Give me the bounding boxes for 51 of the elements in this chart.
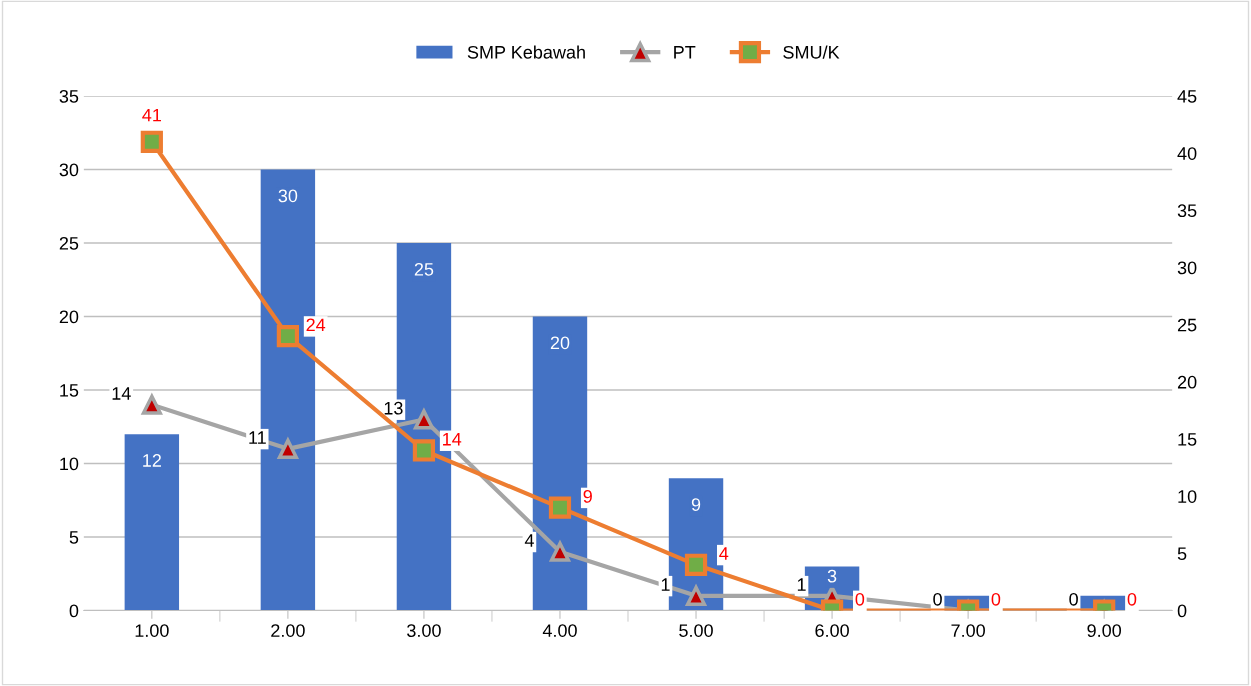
y-tick-label: 0 — [69, 604, 79, 618]
x-tick-label: 5.00 — [679, 624, 713, 637]
x-tick-label: 2.00 — [271, 624, 305, 637]
data-label: 4 — [719, 547, 729, 560]
y2-tick-label: 0 — [1177, 604, 1187, 618]
data-label: 13 — [384, 401, 403, 415]
y-tick-label: 20 — [59, 310, 79, 324]
x-tick-label: 4.00 — [542, 624, 577, 637]
y2-tick-label: 10 — [1178, 490, 1197, 503]
x-tick-label: 9.00 — [1087, 624, 1122, 637]
data-label: 0 — [933, 592, 942, 606]
data-label: 1 — [661, 578, 670, 591]
data-label: 12 — [143, 454, 161, 467]
data-label: 0 — [1069, 592, 1078, 606]
y2-tick-label: 5 — [1177, 547, 1187, 561]
data-label: 0 — [991, 592, 1001, 606]
data-label: 3 — [827, 569, 837, 583]
data-label: 4 — [524, 534, 534, 547]
y-tick-label: 30 — [59, 163, 79, 177]
y2-tick-label: 15 — [1178, 433, 1197, 446]
data-label: 41 — [142, 108, 161, 122]
data-label: 0 — [1127, 592, 1137, 606]
y-tick-label: 5 — [69, 531, 79, 544]
data-label: 30 — [278, 189, 298, 203]
data-label: 24 — [306, 318, 326, 332]
data-label: 0 — [855, 592, 865, 606]
legend-label: PT — [674, 46, 696, 59]
x-tick-label: 1.00 — [135, 624, 169, 637]
y2-tick-label: 35 — [1177, 204, 1197, 218]
data-label: 1 — [797, 578, 806, 591]
data-label: 14 — [112, 387, 131, 400]
x-tick-label: 7.00 — [951, 624, 985, 637]
data-label: 11 — [249, 431, 266, 444]
x-tick-label: 3.00 — [407, 624, 441, 637]
y-tick-label: 10 — [60, 457, 79, 471]
y2-tick-label: 25 — [1177, 318, 1197, 332]
data-label: 9 — [583, 489, 592, 503]
data-label: 9 — [691, 498, 701, 511]
y-tick-label: 15 — [60, 384, 79, 397]
legend-label: SMP Kebawah — [467, 45, 585, 59]
y2-tick-label: 20 — [1177, 375, 1197, 389]
y2-tick-label: 45 — [1177, 90, 1197, 103]
y-tick-label: 35 — [59, 89, 79, 103]
x-tick-label: 6.00 — [815, 624, 849, 637]
y-tick-label: 25 — [59, 236, 79, 250]
data-label: 25 — [414, 262, 434, 276]
data-label: 20 — [550, 336, 570, 350]
y2-tick-label: 40 — [1177, 147, 1197, 160]
y2-tick-label: 30 — [1177, 261, 1197, 275]
legend-label: SMU/K — [783, 45, 840, 59]
data-label: 14 — [443, 433, 462, 446]
